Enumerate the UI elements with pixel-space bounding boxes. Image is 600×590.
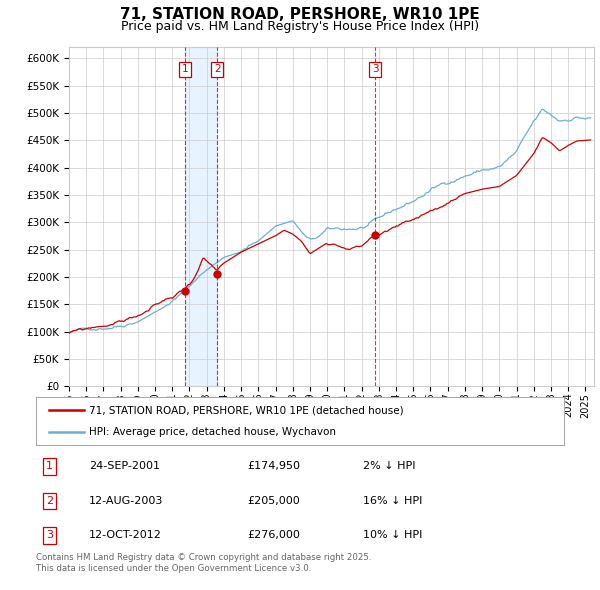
Text: £205,000: £205,000 [247, 496, 300, 506]
Text: 2% ↓ HPI: 2% ↓ HPI [364, 461, 416, 471]
Text: 12-OCT-2012: 12-OCT-2012 [89, 530, 161, 540]
Text: 3: 3 [372, 64, 379, 74]
Text: 1: 1 [46, 461, 53, 471]
Text: 12-AUG-2003: 12-AUG-2003 [89, 496, 163, 506]
Text: 2: 2 [214, 64, 221, 74]
Text: 16% ↓ HPI: 16% ↓ HPI [364, 496, 423, 506]
Text: £174,950: £174,950 [247, 461, 300, 471]
Text: HPI: Average price, detached house, Wychavon: HPI: Average price, detached house, Wych… [89, 427, 336, 437]
Text: 2: 2 [46, 496, 53, 506]
Text: 24-SEP-2001: 24-SEP-2001 [89, 461, 160, 471]
Text: Contains HM Land Registry data © Crown copyright and database right 2025.
This d: Contains HM Land Registry data © Crown c… [36, 553, 371, 573]
Bar [185, 47, 217, 386]
Text: 71, STATION ROAD, PERSHORE, WR10 1PE (detached house): 71, STATION ROAD, PERSHORE, WR10 1PE (de… [89, 405, 403, 415]
Text: £276,000: £276,000 [247, 530, 300, 540]
Text: 10% ↓ HPI: 10% ↓ HPI [364, 530, 423, 540]
Text: 71, STATION ROAD, PERSHORE, WR10 1PE: 71, STATION ROAD, PERSHORE, WR10 1PE [120, 7, 480, 22]
Text: 3: 3 [46, 530, 53, 540]
Text: Price paid vs. HM Land Registry's House Price Index (HPI): Price paid vs. HM Land Registry's House … [121, 20, 479, 33]
Text: 1: 1 [182, 64, 188, 74]
